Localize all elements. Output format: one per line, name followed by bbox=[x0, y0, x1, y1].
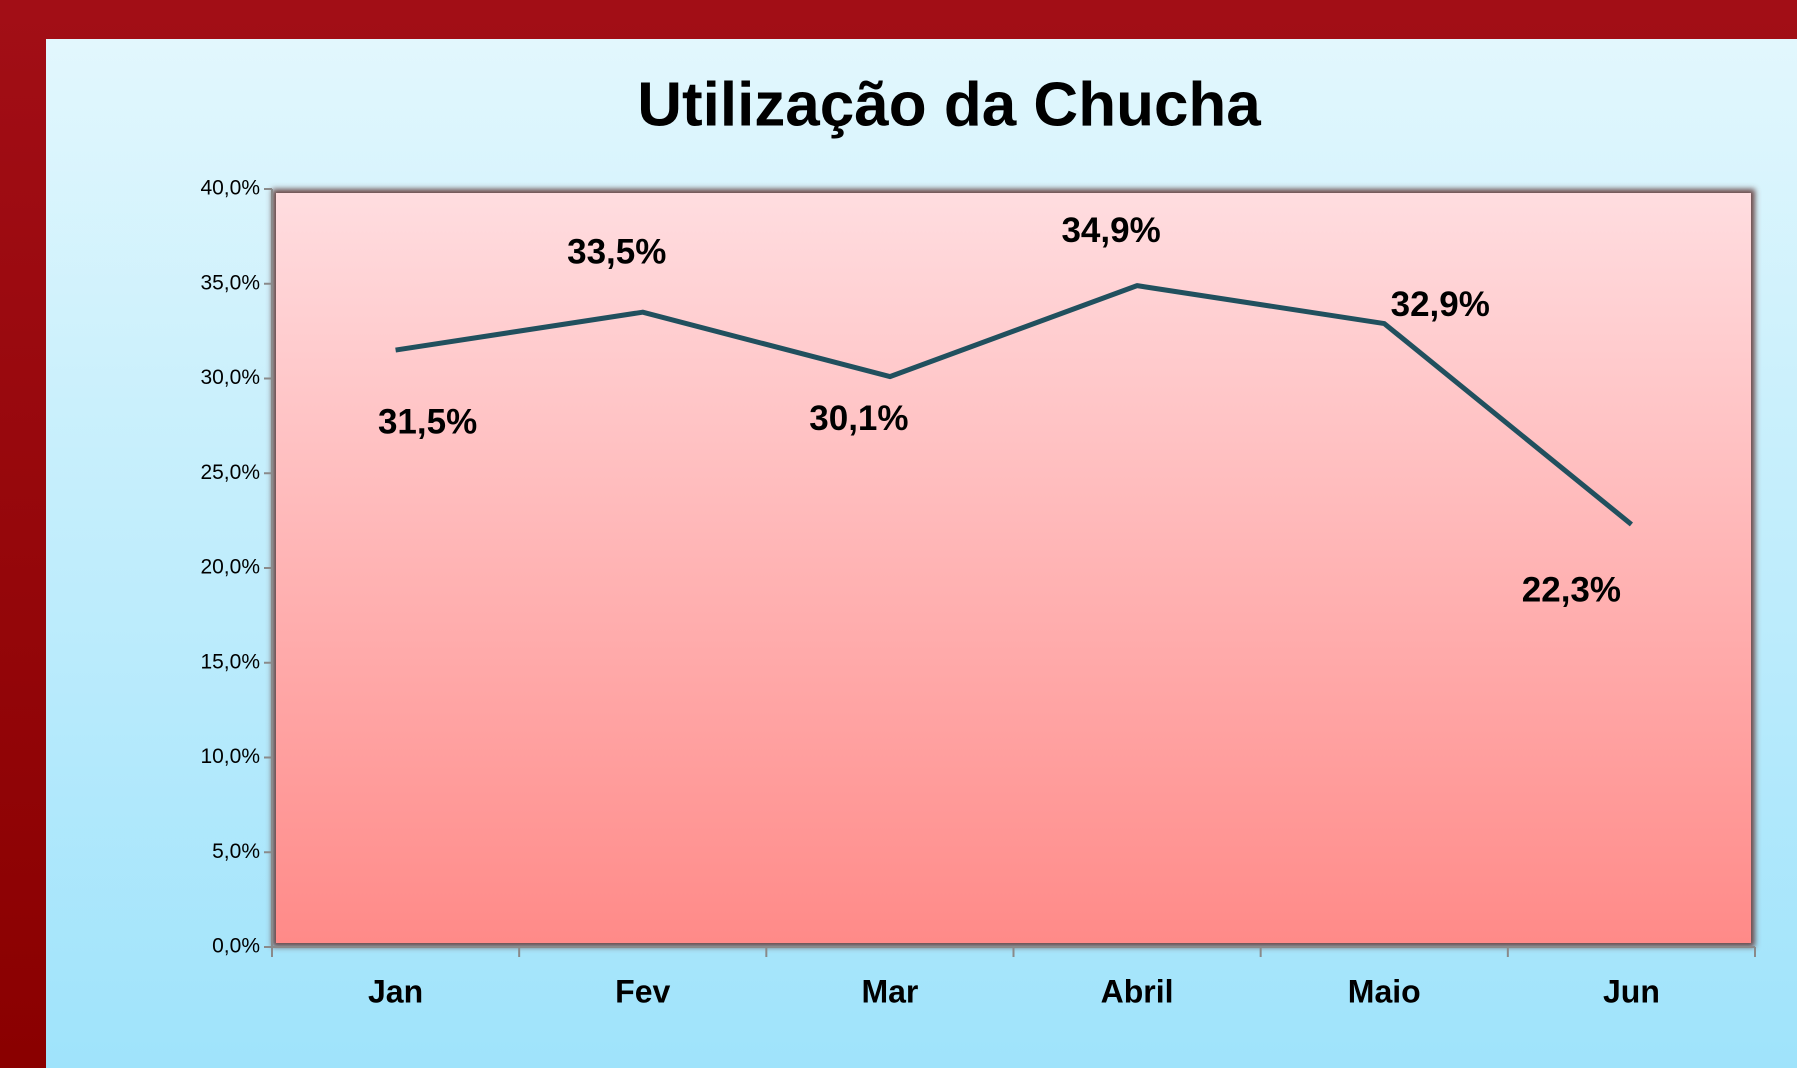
data-label: 31,5% bbox=[378, 402, 477, 441]
plot-area bbox=[276, 193, 1751, 943]
data-label: 33,5% bbox=[567, 232, 666, 271]
plot: 0,0% 5,0% 10,0% 15,0% 20,0% 25,0% 30,0% 35,0% 40… bbox=[200, 177, 1756, 1009]
data-label: 30,1% bbox=[809, 399, 908, 438]
chart-title: Utilização da Chucha bbox=[637, 70, 1261, 139]
x-tick-label: Maio bbox=[1348, 973, 1421, 1009]
line bbox=[395, 283, 1633, 527]
y-tick-label: 35,0% bbox=[200, 271, 260, 294]
y-tick-label: 5,0% bbox=[212, 840, 260, 863]
data-label: 22,3% bbox=[1522, 571, 1621, 610]
y-tick-label: 30,0% bbox=[200, 366, 260, 389]
y-tick-label: 15,0% bbox=[200, 650, 260, 673]
y-tick-label: 25,0% bbox=[200, 461, 260, 484]
y-tick-label: 20,0% bbox=[200, 556, 260, 579]
x-tick-label: Jun bbox=[1603, 973, 1660, 1009]
x-tick-label: Mar bbox=[861, 973, 918, 1009]
y-tick-label: 40,0% bbox=[200, 177, 260, 200]
y-tick-label: 10,0% bbox=[200, 745, 260, 768]
x-tick-label: Fev bbox=[615, 973, 670, 1009]
x-tick-label: Abril bbox=[1101, 973, 1174, 1009]
x-tick-label: Jan bbox=[368, 973, 423, 1009]
data-label: 32,9% bbox=[1391, 285, 1490, 324]
data-label: 34,9% bbox=[1061, 211, 1160, 250]
y-tick-label: 0,0% bbox=[212, 935, 260, 958]
